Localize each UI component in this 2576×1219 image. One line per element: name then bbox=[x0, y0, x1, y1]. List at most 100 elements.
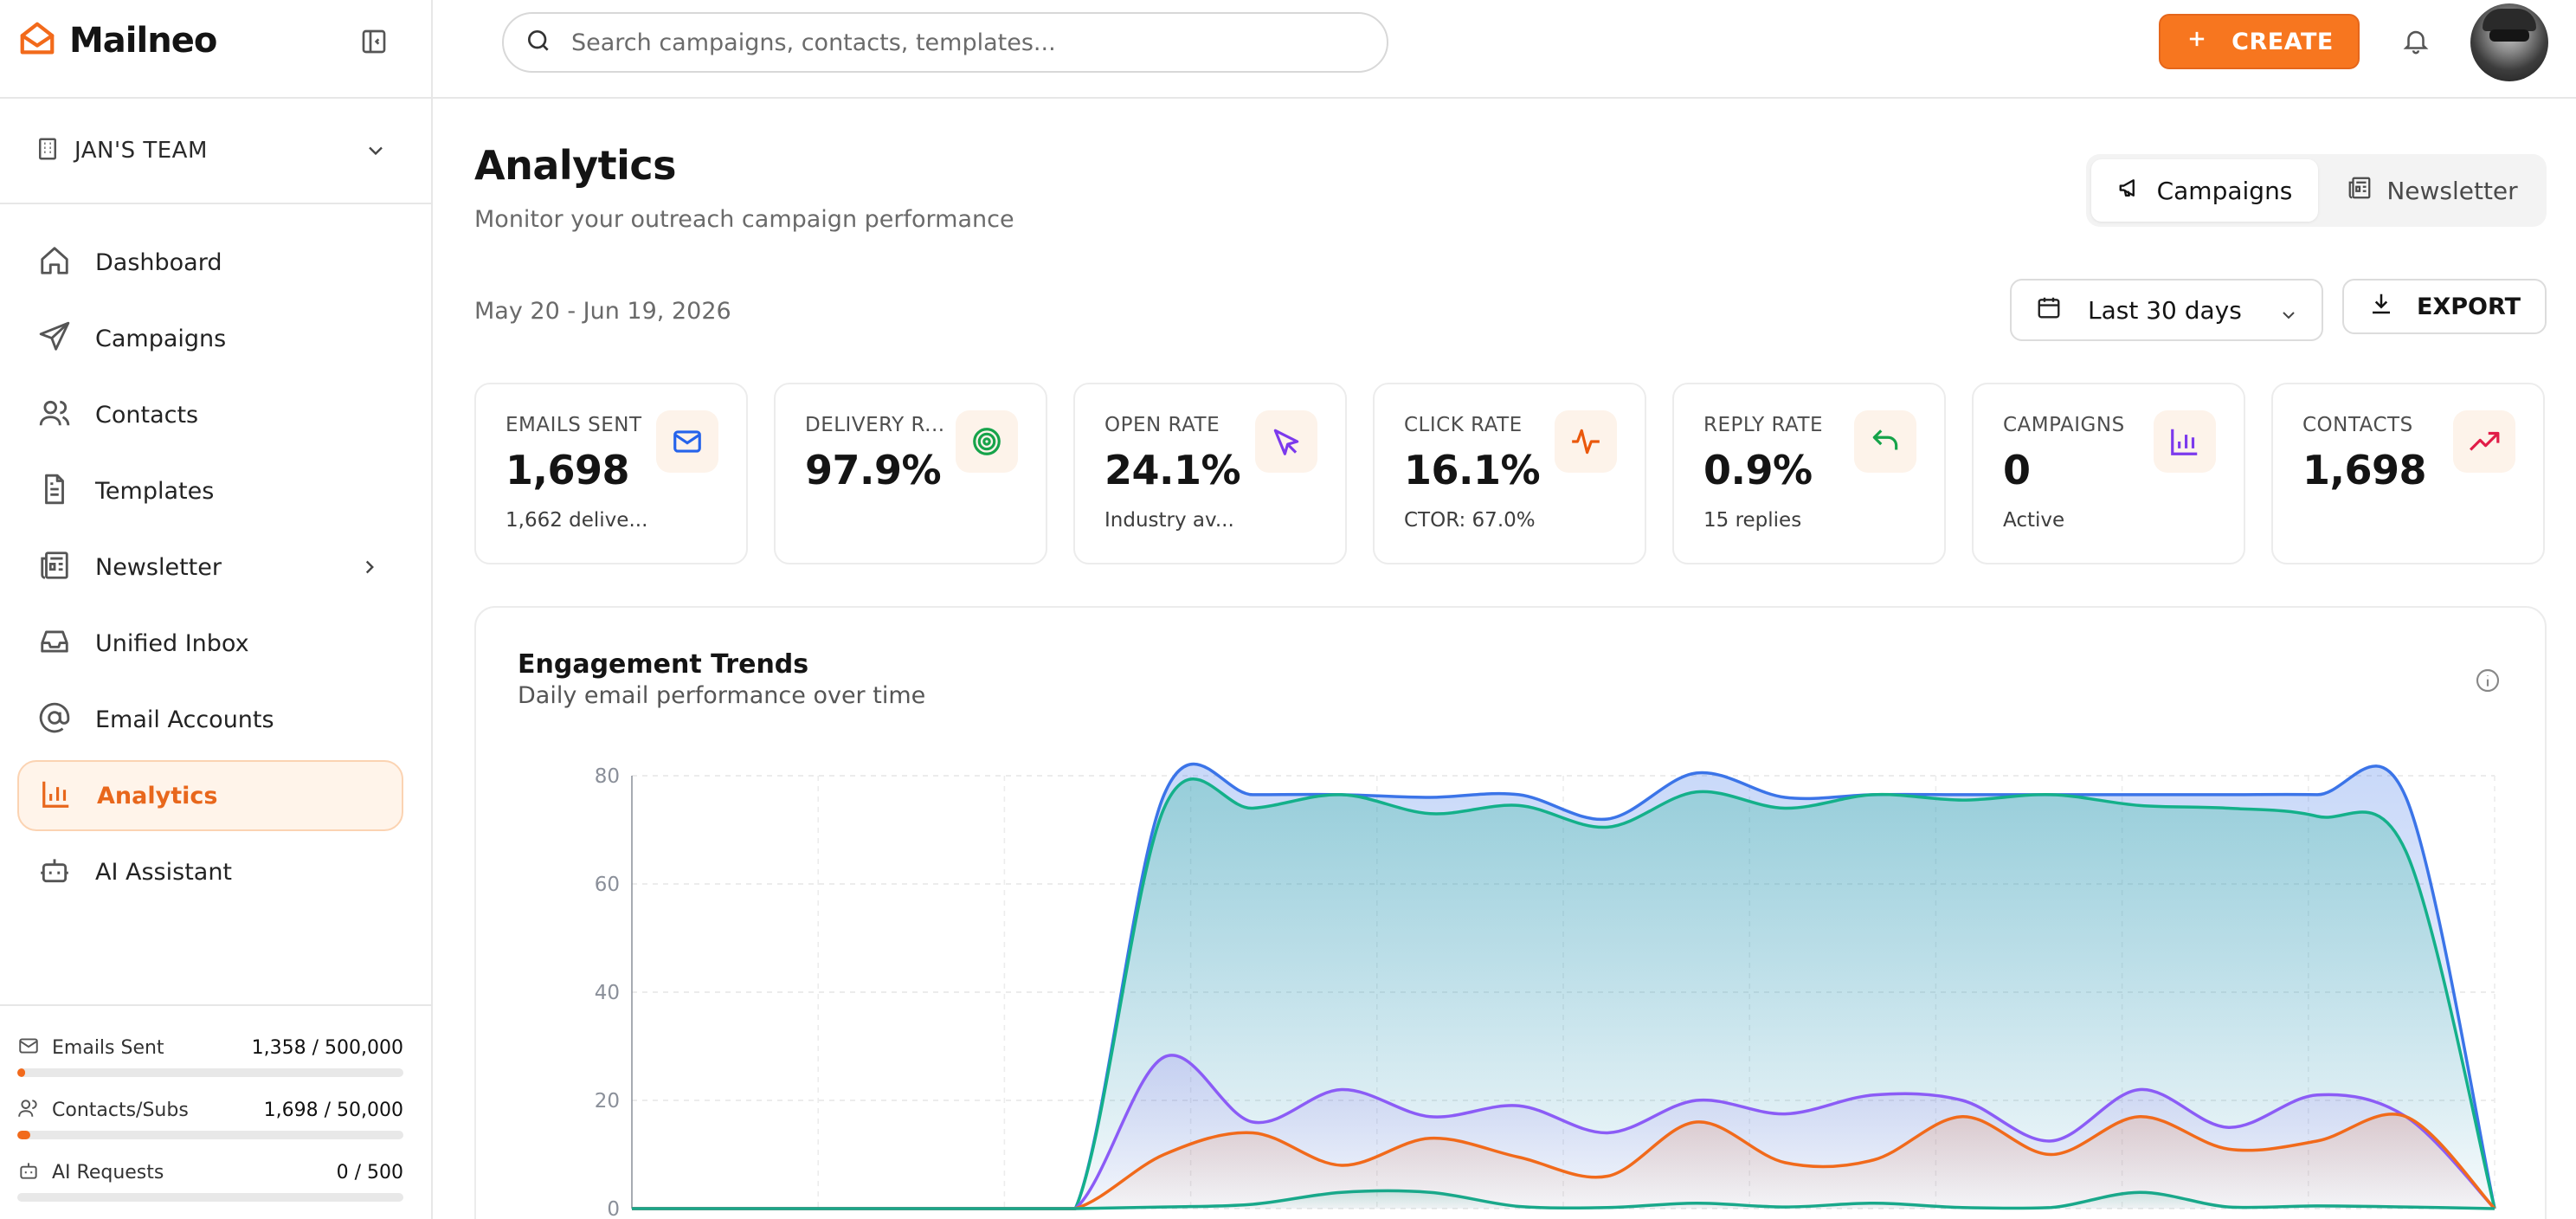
stat-card-open-rate[interactable]: OPEN RATE 24.1% Industry av... bbox=[1073, 383, 1347, 564]
sidebar-item-label: Email Accounts bbox=[95, 706, 274, 733]
stat-label: EMAILS SENT bbox=[506, 414, 642, 436]
panel-subtitle: Daily email performance over time bbox=[518, 682, 926, 709]
tab-newsletter[interactable]: Newsletter bbox=[2323, 159, 2541, 222]
create-button[interactable]: CREATE bbox=[2159, 14, 2360, 69]
file-icon bbox=[38, 473, 71, 509]
period-select[interactable]: Last 30 days bbox=[2010, 279, 2323, 341]
sidebar-item-newsletter[interactable]: Newsletter bbox=[17, 532, 403, 603]
sidebar-item-ai-assistant[interactable]: AI Assistant bbox=[17, 836, 403, 907]
sidebar-item-dashboard[interactable]: Dashboard bbox=[17, 227, 403, 298]
stat-label: CONTACTS bbox=[2302, 414, 2413, 436]
stat-value: 0.9% bbox=[1703, 447, 1813, 493]
usage-label: Emails Sent bbox=[52, 1036, 164, 1059]
home-icon bbox=[38, 244, 71, 281]
newspaper-icon bbox=[2347, 175, 2373, 207]
usage-emails-sent: Emails Sent 1,358 / 500,000 bbox=[17, 1035, 403, 1077]
stat-value: 1,698 bbox=[2302, 447, 2427, 493]
search-icon bbox=[525, 27, 552, 58]
team-switcher[interactable]: JAN'S TEAM bbox=[35, 130, 388, 171]
users-icon bbox=[38, 397, 71, 433]
stat-card-click-rate[interactable]: CLICK RATE 16.1% CTOR: 67.0% bbox=[1373, 383, 1646, 564]
sidebar-item-label: Templates bbox=[95, 477, 215, 505]
sidebar-item-analytics[interactable]: Analytics bbox=[17, 760, 403, 831]
series-area bbox=[632, 1113, 2495, 1209]
usage-bar bbox=[17, 1131, 403, 1139]
brand-logo[interactable]: Mailneo bbox=[17, 19, 217, 62]
at-icon bbox=[38, 701, 71, 738]
mail-icon bbox=[17, 1035, 40, 1061]
stat-sub: Active bbox=[2003, 509, 2065, 532]
stat-card-delivery-rate[interactable]: DELIVERY R... 97.9% bbox=[774, 383, 1047, 564]
bell-icon[interactable] bbox=[2401, 26, 2431, 59]
series-line bbox=[631, 1189, 2496, 1210]
stat-label: CAMPAIGNS bbox=[2003, 414, 2125, 436]
export-button[interactable]: EXPORT bbox=[2342, 279, 2547, 334]
activity-icon bbox=[1555, 410, 1617, 473]
sidebar-item-label: Newsletter bbox=[95, 553, 222, 581]
tab-label: Newsletter bbox=[2386, 176, 2518, 205]
tab-campaigns[interactable]: Campaigns bbox=[2091, 159, 2318, 222]
usage-value: 0 / 500 bbox=[336, 1161, 403, 1184]
stat-value: 0 bbox=[2003, 447, 2031, 493]
engagement-trends-panel: Engagement Trends Daily email performanc… bbox=[474, 606, 2547, 1219]
sidebar-item-campaigns[interactable]: Campaigns bbox=[17, 303, 403, 374]
usage-bar-fill bbox=[17, 1131, 31, 1139]
divider bbox=[0, 1004, 433, 1006]
stat-label: REPLY RATE bbox=[1703, 414, 1824, 436]
sidebar-item-email-accounts[interactable]: Email Accounts bbox=[17, 684, 403, 755]
reply-icon bbox=[1854, 410, 1916, 473]
usage-bar-fill bbox=[17, 1068, 25, 1077]
usage-label: AI Requests bbox=[52, 1161, 164, 1184]
stat-sub: Industry av... bbox=[1104, 509, 1234, 532]
sidebar-item-unified-inbox[interactable]: Unified Inbox bbox=[17, 608, 403, 679]
inbox-icon bbox=[38, 625, 71, 661]
team-name: JAN'S TEAM bbox=[74, 138, 208, 164]
stat-card-emails-sent[interactable]: EMAILS SENT 1,698 1,662 delive... bbox=[474, 383, 748, 564]
sidebar-nav: Dashboard Campaigns Contacts Templates N… bbox=[17, 227, 403, 913]
cursor-icon bbox=[1255, 410, 1317, 473]
view-toggle: Campaigns Newsletter bbox=[2086, 154, 2547, 227]
stat-value: 24.1% bbox=[1104, 447, 1241, 493]
divider bbox=[0, 203, 433, 204]
newspaper-icon bbox=[38, 549, 71, 585]
chevron-down-icon bbox=[364, 139, 388, 166]
stat-value: 97.9% bbox=[805, 447, 942, 493]
bot-icon bbox=[17, 1159, 40, 1185]
chevron-down-icon bbox=[2278, 303, 2299, 332]
usage-value: 1,698 / 50,000 bbox=[263, 1099, 403, 1121]
y-tick-label: 20 bbox=[595, 1090, 620, 1113]
megaphone-icon bbox=[2117, 175, 2143, 207]
date-range: May 20 - Jun 19, 2026 bbox=[474, 298, 731, 325]
mail-icon bbox=[656, 410, 718, 473]
usage-value: 1,358 / 500,000 bbox=[251, 1036, 403, 1059]
sidebar-item-label: Contacts bbox=[95, 401, 199, 429]
info-icon[interactable] bbox=[2474, 667, 2502, 698]
engagement-chart: 0 20 40 60 80 bbox=[595, 762, 2496, 1219]
mail-open-logo-icon bbox=[17, 19, 57, 62]
usage-label: Contacts/Subs bbox=[52, 1099, 189, 1121]
y-tick-label: 80 bbox=[595, 765, 620, 788]
chevron-right-icon bbox=[358, 556, 381, 582]
avatar-sunglasses bbox=[2489, 29, 2529, 42]
search-box[interactable] bbox=[502, 12, 1388, 73]
y-tick-label: 0 bbox=[607, 1198, 620, 1219]
sidebar-item-label: Dashboard bbox=[95, 248, 222, 276]
collapse-sidebar-icon[interactable] bbox=[360, 28, 388, 55]
sidebar-item-label: Analytics bbox=[97, 782, 218, 809]
series-area bbox=[632, 778, 2495, 1209]
avatar-hat bbox=[2483, 9, 2536, 31]
stat-card-contacts[interactable]: CONTACTS 1,698 bbox=[2271, 383, 2545, 564]
stat-card-campaigns[interactable]: CAMPAIGNS 0 Active bbox=[1972, 383, 2245, 564]
stat-card-reply-rate[interactable]: REPLY RATE 0.9% 15 replies bbox=[1672, 383, 1946, 564]
sidebar-item-contacts[interactable]: Contacts bbox=[17, 379, 403, 450]
top-header: CREATE bbox=[433, 0, 2576, 99]
stat-sub: 1,662 delive... bbox=[506, 509, 648, 532]
sidebar-item-templates[interactable]: Templates bbox=[17, 455, 403, 526]
plus-icon bbox=[2185, 27, 2209, 57]
trending-up-icon bbox=[2453, 410, 2515, 473]
stat-sub: 15 replies bbox=[1703, 509, 1802, 532]
bar-chart-icon bbox=[40, 777, 73, 814]
tab-label: Campaigns bbox=[2156, 176, 2293, 205]
avatar[interactable] bbox=[2470, 3, 2548, 81]
search-input[interactable] bbox=[571, 29, 1350, 56]
